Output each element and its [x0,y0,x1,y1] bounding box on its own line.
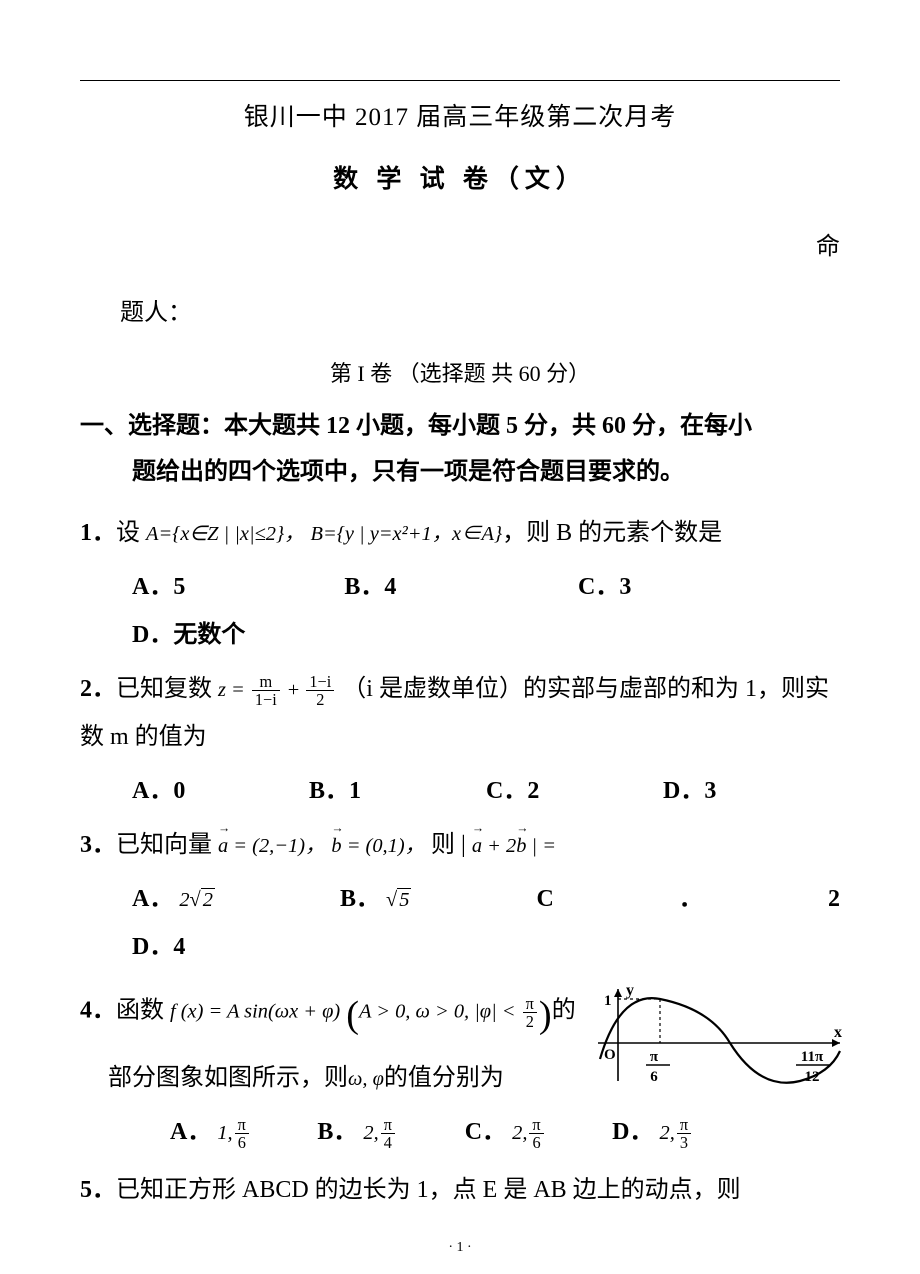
q4-post: 的 [552,998,576,1024]
school-line: 银川一中 2017 届高三年级第二次月考 [80,97,840,133]
inst-hang: 题给出的四个选项中，只有一项是符合题目要求的。 [80,450,840,496]
q3-vec-a: a [218,826,228,867]
q4-opt-d-lab: D． [612,1119,653,1145]
q4-b-c: 2, [363,1122,378,1144]
section-instructions: 一、选择题：本大题共 12 小题，每小题 5 分，共 60 分，在每小 题给出的… [80,404,840,495]
q2-f1d: 1−i [252,691,280,708]
q2-pre: 已知复数 [116,676,212,702]
q2-opt-a: A．0 [132,778,185,804]
q4-opt-a-lab: A． [170,1119,211,1145]
q4-a-c: 1, [217,1122,232,1144]
q2-options: A．0 B．1 C．2 D．3 [80,767,840,815]
q4-line2: 部分图象如图所示，则 [108,1065,348,1091]
q3-opt-c-lab: C [537,886,554,912]
question-4: 4．函数 f (x) = A sin(ωx + φ) (A > 0, ω > 0… [80,977,840,1102]
q4-options: A． 1,π6 B． 2,π4 C． 2,π6 D． 2,π3 [80,1108,840,1156]
q3-a-coef: 2 [179,889,189,911]
q3-avec: = (2,−1)， [228,835,325,857]
q1-opt-a: A．5 [132,574,185,600]
q2-opt-d: D．3 [663,778,716,804]
q1-pre: 设 [116,520,140,546]
sine-figure: y x O 1 π 6 11π 12 [590,981,850,1091]
q5-num: 5． [80,1177,116,1203]
q1-opt-d: D．无数个 [132,622,245,648]
paper-title: 数 学 试 卷（文） [80,159,840,195]
fig-t1d: 6 [650,1069,658,1085]
q4-d-n: π [677,1116,691,1134]
author-left: 题人： [80,291,840,337]
question-5: 5．已知正方形 ABCD 的边长为 1，点 E 是 AB 边上的动点，则 [80,1166,840,1214]
q4-a-n: π [235,1116,249,1134]
q4-d-c: 2, [660,1122,675,1144]
q4-cond: A > 0, ω > 0, |φ| < [359,1001,521,1023]
inst-lead: 一、选择题：本大题共 12 小题，每小题 5 分，共 60 分，在每小 [80,413,752,439]
fig-x-label: x [834,1024,842,1041]
q3-a-rad: 2 [201,888,215,911]
page: 银川一中 2017 届高三年级第二次月考 数 学 试 卷（文） 命 题人： 第 … [0,0,920,1274]
fig-t2d: 12 [805,1069,820,1085]
q3-pre: 已知向量 [116,832,212,858]
q2-opt-b: B．1 [309,778,361,804]
question-1: 1．设 A={x∈Z | |x|≤2}， B={y | y=x²+1，x∈A}，… [80,509,840,557]
fig-t2n: 11π [801,1049,824,1065]
q3-eq: | = [526,835,556,857]
fig-t1n: π [650,1049,659,1065]
q3-opt-c-val: 2 [828,886,840,912]
q3-then: 则 | [431,832,472,858]
q4-c-n: π [529,1116,543,1134]
author-right: 命 [80,225,840,271]
q2-f2n: 1−i [306,673,334,691]
q3-opt-b-lab: B． [340,886,380,912]
q3-opt-a-lab: A． [132,886,173,912]
top-rule [80,80,840,81]
q4-fx: f (x) = A sin(ωx + φ) [170,1001,340,1023]
q4-a-d: 6 [235,1134,249,1151]
q1-opt-b: B．4 [344,574,396,600]
question-3: 3．已知向量 a = (2,−1)， b = (0,1)， 则 | a + 2b… [80,821,840,869]
q5-text: 已知正方形 ABCD 的边长为 1，点 E 是 AB 边上的动点，则 [116,1177,741,1203]
q2-tail: 数 m 的值为 [80,713,840,761]
q3-num: 3． [80,832,116,858]
q4-opt-c-lab: C． [465,1119,506,1145]
q4-b-d: 4 [381,1134,395,1151]
q3-opt-d: D．4 [132,934,185,960]
q3-vec-b: b [331,826,341,867]
q4-pre: 函数 [116,998,164,1024]
question-2: 2．已知复数 z = m1−i + 1−i2 （i 是虚数单位）的实部与虚部的和… [80,665,840,761]
q4-pi2n: π [523,995,537,1013]
q2-f2d: 2 [306,691,334,708]
q1-options: A．5 B．4 C．3 D．无数个 [80,563,840,659]
q1-setB: B={y | y=x²+1，x∈A} [311,523,503,545]
q3-b-rad: 5 [397,888,411,911]
q4-num: 4． [80,998,116,1024]
q1-setA: A={x∈Z | |x|≤2}， [146,523,305,545]
fig-y-label: y [626,982,634,999]
q4-d-d: 3 [677,1134,691,1151]
q2-opt-c: C．2 [486,778,539,804]
q4-vars: ω, φ [348,1068,384,1090]
fig-O: O [604,1047,616,1063]
q1-opt-c: C．3 [578,574,631,600]
q4-pi2d: 2 [523,1013,537,1030]
q2-f1n: m [252,673,280,691]
q2-num: 2． [80,676,116,702]
q3-bvec: = (0,1)， [342,835,425,857]
q2-mid: （i 是虚数单位）的实部与虚部的和为 1，则实 [342,676,829,702]
q3-opt-c-dot: ． [679,886,703,912]
part-label: 第 I 卷 （选择题 共 60 分） [80,356,840,388]
q4-b-n: π [381,1116,395,1134]
q4-c-d: 6 [529,1134,543,1151]
q4-line2b: 的值分别为 [384,1065,504,1091]
page-number: · 1 · [0,1240,920,1256]
q3-options: A． 2√2 B． √5 C ． 2 D．4 [80,875,840,971]
fig-one: 1 [604,993,612,1009]
q1-post: ，则 B 的元素个数是 [502,520,722,546]
q4-opt-b-lab: B． [317,1119,357,1145]
q1-num: 1． [80,520,116,546]
q4-c-c: 2, [512,1122,527,1144]
